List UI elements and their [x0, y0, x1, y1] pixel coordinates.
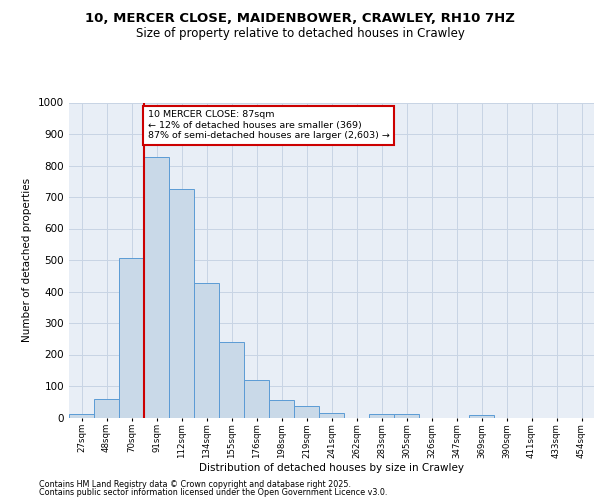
Bar — [69, 414, 94, 418]
X-axis label: Distribution of detached houses by size in Crawley: Distribution of detached houses by size … — [199, 464, 464, 473]
Bar — [319, 414, 344, 418]
Bar — [469, 415, 494, 418]
Bar — [94, 399, 119, 417]
Bar — [169, 190, 194, 418]
Bar — [369, 414, 394, 418]
Bar — [144, 156, 169, 418]
Text: Contains public sector information licensed under the Open Government Licence v3: Contains public sector information licen… — [39, 488, 388, 497]
Bar — [394, 414, 419, 418]
Text: Size of property relative to detached houses in Crawley: Size of property relative to detached ho… — [136, 28, 464, 40]
Bar — [294, 406, 319, 418]
Bar — [269, 400, 294, 417]
Text: Contains HM Land Registry data © Crown copyright and database right 2025.: Contains HM Land Registry data © Crown c… — [39, 480, 351, 489]
Y-axis label: Number of detached properties: Number of detached properties — [22, 178, 32, 342]
Text: 10, MERCER CLOSE, MAIDENBOWER, CRAWLEY, RH10 7HZ: 10, MERCER CLOSE, MAIDENBOWER, CRAWLEY, … — [85, 12, 515, 26]
Bar — [194, 282, 219, 418]
Bar — [244, 380, 269, 418]
Bar — [119, 258, 144, 418]
Bar — [219, 342, 244, 417]
Text: 10 MERCER CLOSE: 87sqm
← 12% of detached houses are smaller (369)
87% of semi-de: 10 MERCER CLOSE: 87sqm ← 12% of detached… — [148, 110, 389, 140]
